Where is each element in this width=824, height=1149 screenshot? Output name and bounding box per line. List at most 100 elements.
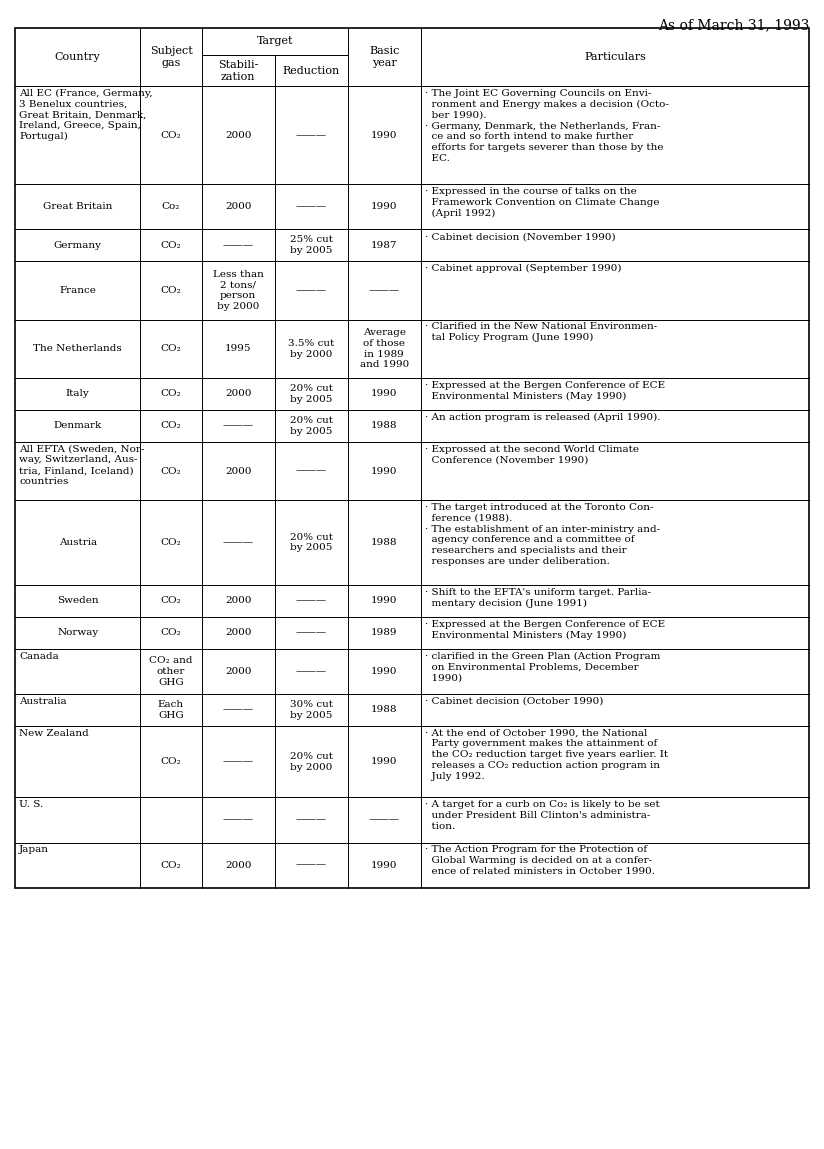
Text: 1988: 1988: [371, 538, 397, 547]
Text: France: France: [59, 286, 96, 295]
Text: 1990: 1990: [371, 202, 397, 211]
Text: 20% cut
by 2000: 20% cut by 2000: [290, 751, 333, 772]
Text: Subject
gas: Subject gas: [150, 46, 192, 68]
Text: Average
of those
in 1989
and 1990: Average of those in 1989 and 1990: [359, 329, 409, 370]
Text: · Expressed at the Bergen Conference of ECE
  Environmental Ministers (May 1990): · Expressed at the Bergen Conference of …: [424, 619, 665, 640]
Text: Particulars: Particulars: [584, 52, 646, 62]
Text: · The Joint EC Governing Councils on Envi-
  ronment and Energy makes a decision: · The Joint EC Governing Councils on Env…: [424, 90, 668, 163]
Text: 1990: 1990: [371, 131, 397, 140]
Text: 25% cut
by 2005: 25% cut by 2005: [290, 236, 333, 255]
Text: Co₂: Co₂: [162, 202, 180, 211]
Text: The Netherlands: The Netherlands: [33, 345, 122, 354]
Text: ———: ———: [296, 861, 327, 870]
Text: CO₂: CO₂: [161, 422, 181, 431]
Text: 2000: 2000: [225, 596, 251, 606]
Text: 2000: 2000: [225, 131, 251, 140]
Text: 2000: 2000: [225, 666, 251, 676]
Text: All EC (France, Germany,
3 Benelux countries,
Great Britain, Denmark,
Ireland, G: All EC (France, Germany, 3 Benelux count…: [19, 90, 152, 141]
Text: All EFTA (Sweden, Nor-
way, Switzerland, Aus-
tria, Finland, Iceland)
countries: All EFTA (Sweden, Nor- way, Switzerland,…: [19, 445, 144, 486]
Text: CO₂: CO₂: [161, 286, 181, 295]
Text: ———: ———: [296, 629, 327, 638]
Text: 1989: 1989: [371, 629, 397, 638]
Text: CO₂: CO₂: [161, 241, 181, 249]
Text: ———: ———: [296, 596, 327, 606]
Text: ———: ———: [222, 538, 254, 547]
Text: · Expressed at the Bergen Conference of ECE
  Environmental Ministers (May 1990): · Expressed at the Bergen Conference of …: [424, 380, 665, 401]
Text: · Cabinet approval (September 1990): · Cabinet approval (September 1990): [424, 264, 621, 273]
Text: Austria: Austria: [59, 538, 96, 547]
Text: Great Britain: Great Britain: [43, 202, 112, 211]
Text: Germany: Germany: [54, 241, 101, 249]
Text: · A target for a curb on Co₂ is likely to be set
  under President Bill Clinton': · A target for a curb on Co₂ is likely t…: [424, 800, 659, 831]
Text: · Exprossed at the second World Climate
  Conference (November 1990): · Exprossed at the second World Climate …: [424, 445, 639, 464]
Text: Japan: Japan: [19, 846, 49, 855]
Text: 1990: 1990: [371, 666, 397, 676]
Text: Denmark: Denmark: [54, 422, 102, 431]
Text: ———: ———: [368, 286, 400, 295]
Text: Less than
2 tons/
person
by 2000: Less than 2 tons/ person by 2000: [213, 270, 264, 311]
Text: 3.5% cut
by 2000: 3.5% cut by 2000: [288, 339, 335, 358]
Text: CO₂: CO₂: [161, 861, 181, 870]
Text: CO₂: CO₂: [161, 345, 181, 354]
Text: 2000: 2000: [225, 629, 251, 638]
Text: 1990: 1990: [371, 466, 397, 476]
Text: 1990: 1990: [371, 390, 397, 399]
Text: ———: ———: [222, 705, 254, 715]
Text: CO₂: CO₂: [161, 466, 181, 476]
Text: · Expressed in the course of talks on the
  Framework Convention on Climate Chan: · Expressed in the course of talks on th…: [424, 187, 659, 217]
Text: 1988: 1988: [371, 705, 397, 715]
Text: CO₂: CO₂: [161, 629, 181, 638]
Text: 20% cut
by 2005: 20% cut by 2005: [290, 416, 333, 435]
Text: Australia: Australia: [19, 696, 67, 705]
Text: · The Action Program for the Protection of
  Global Warming is decided on at a c: · The Action Program for the Protection …: [424, 846, 655, 876]
Text: Sweden: Sweden: [57, 596, 99, 606]
Text: ———: ———: [368, 816, 400, 825]
Text: 1987: 1987: [371, 241, 397, 249]
Text: 2000: 2000: [225, 466, 251, 476]
Text: CO₂: CO₂: [161, 390, 181, 399]
Text: 1990: 1990: [371, 861, 397, 870]
Text: ———: ———: [222, 757, 254, 766]
Text: CO₂: CO₂: [161, 538, 181, 547]
Text: 1990: 1990: [371, 596, 397, 606]
Text: · clarified in the Green Plan (Action Program
  on Environmental Problems, Decem: · clarified in the Green Plan (Action Pr…: [424, 651, 660, 683]
Text: ———: ———: [222, 816, 254, 825]
Text: Italy: Italy: [66, 390, 90, 399]
Text: ———: ———: [222, 241, 254, 249]
Text: ———: ———: [296, 202, 327, 211]
Text: CO₂ and
other
GHG: CO₂ and other GHG: [149, 656, 193, 687]
Text: 2000: 2000: [225, 202, 251, 211]
Text: · Clarified in the New National Environmen-
  tal Policy Program (June 1990): · Clarified in the New National Environm…: [424, 323, 657, 342]
Text: 20% cut
by 2005: 20% cut by 2005: [290, 533, 333, 553]
Text: 1990: 1990: [371, 757, 397, 766]
Text: Basic
year: Basic year: [369, 46, 400, 68]
Text: CO₂: CO₂: [161, 757, 181, 766]
Text: U. S.: U. S.: [19, 800, 43, 809]
Text: As of March 31, 1993: As of March 31, 1993: [658, 18, 809, 32]
Text: · Shift to the EFTA's uniform target. Parlia-
  mentary decision (June 1991): · Shift to the EFTA's uniform target. Pa…: [424, 588, 651, 608]
Text: 20% cut
by 2005: 20% cut by 2005: [290, 384, 333, 403]
Text: · The target introduced at the Toronto Con-
  ference (1988).
· The establishmen: · The target introduced at the Toronto C…: [424, 503, 660, 565]
Text: 30% cut
by 2005: 30% cut by 2005: [290, 700, 333, 719]
Text: ———: ———: [222, 422, 254, 431]
Text: Reduction: Reduction: [283, 65, 339, 76]
Text: Target: Target: [256, 37, 293, 46]
Text: ———: ———: [296, 131, 327, 140]
Text: Canada: Canada: [19, 651, 59, 661]
Text: CO₂: CO₂: [161, 131, 181, 140]
Text: 2000: 2000: [225, 390, 251, 399]
Text: Stabili-
zation: Stabili- zation: [218, 60, 258, 82]
Text: 1988: 1988: [371, 422, 397, 431]
Text: · Cabinet decision (November 1990): · Cabinet decision (November 1990): [424, 232, 616, 241]
Text: · At the end of October 1990, the National
  Party government makes the attainme: · At the end of October 1990, the Nation…: [424, 728, 668, 780]
Text: New Zealand: New Zealand: [19, 728, 89, 738]
Text: ———: ———: [296, 666, 327, 676]
Text: 2000: 2000: [225, 861, 251, 870]
Text: ———: ———: [296, 816, 327, 825]
Text: ———: ———: [296, 466, 327, 476]
Text: Norway: Norway: [57, 629, 98, 638]
Text: Each
GHG: Each GHG: [158, 700, 184, 719]
Text: · An action program is released (April 1990).: · An action program is released (April 1…: [424, 412, 660, 422]
Text: CO₂: CO₂: [161, 596, 181, 606]
Text: ———: ———: [296, 286, 327, 295]
